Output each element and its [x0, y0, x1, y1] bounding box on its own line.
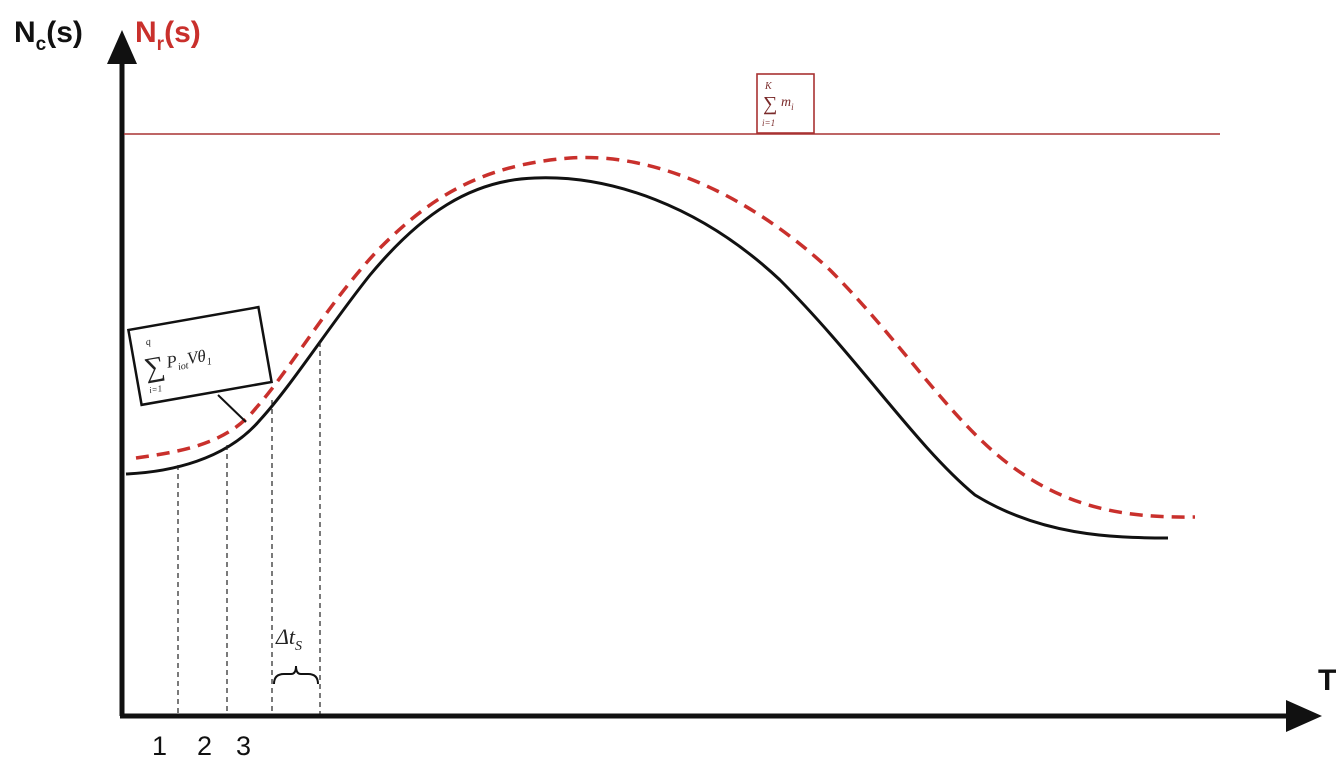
formula-pointer: [217, 394, 247, 423]
capacity-term: mi: [781, 95, 794, 112]
demand-term: PiotVθ1: [164, 345, 213, 375]
y-label-nr: Nr(s): [135, 16, 201, 55]
capacity-formula-box: K ∑ i=1 mi: [756, 73, 815, 134]
demand-sum-top: q: [145, 336, 152, 348]
x-axis-arrowhead: [1286, 700, 1322, 732]
tick-label-1: 1: [152, 731, 167, 761]
tick-label-3: 3: [236, 731, 251, 761]
y-axis-arrowhead: [107, 30, 137, 64]
demand-formula-box: q ∑ i=1 PiotVθ1: [126, 305, 274, 407]
capacity-sum-bottom: i=1: [762, 118, 775, 128]
tick-label-2: 2: [197, 731, 212, 761]
interval-brace: [273, 665, 319, 685]
dashed-red-curve: [135, 155, 1196, 519]
solid-black-curve: [125, 176, 1169, 540]
x-label: T: [1318, 664, 1336, 697]
capacity-sum-top: K: [764, 81, 773, 92]
capacity-sum-symbol: ∑: [763, 93, 777, 115]
demand-sum-bottom: i=1: [148, 383, 163, 395]
y-label-nc: Nc(s): [14, 16, 83, 55]
interval-label: ΔtS: [275, 624, 302, 654]
